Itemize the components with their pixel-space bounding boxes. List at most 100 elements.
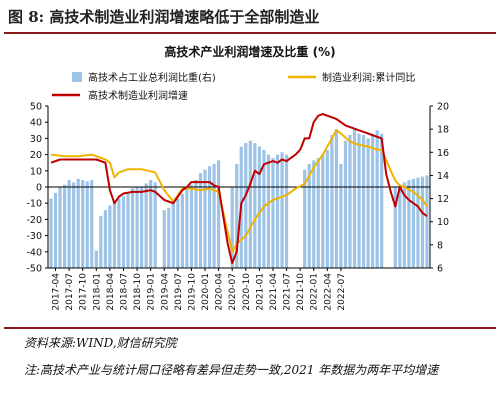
x-tick-label-2: 2017-10: [79, 273, 89, 311]
bar-50: [303, 169, 307, 268]
source-text: 资料来源:WIND,财信研究院: [24, 336, 177, 350]
title-rule: [4, 32, 496, 34]
chart-svg: 高技术产业利润增速及比重 (%) 高技术占工业总利润比重(右) 制造业利润:累计…: [26, 44, 449, 311]
bar-48: [280, 152, 284, 268]
x-tick-label-7: 2019-01: [147, 273, 157, 311]
left-tick-label-7: -20: [26, 215, 42, 226]
legend-swatch-bars: [72, 72, 82, 82]
bar-21: [144, 183, 148, 268]
bar-70: [402, 182, 406, 268]
bar-58: [339, 163, 343, 268]
bar-35: [212, 163, 216, 268]
x-tick-label-4: 2018-04: [106, 273, 116, 311]
bar-56: [330, 134, 334, 268]
left-tick-label-10: -50: [26, 264, 42, 275]
bar-40: [244, 143, 248, 268]
x-tick-label-5: 2018-07: [119, 273, 129, 311]
legend-label-hightech: 高技术制造业利润增速: [88, 89, 188, 102]
bar-68: [393, 187, 397, 268]
legend-label-manufacturing: 制造业利润:累计同比: [322, 71, 415, 84]
legend: 高技术占工业总利润比重(右) 制造业利润:累计同比 高技术制造业利润增速: [52, 71, 415, 102]
right-tick-label-1: 18: [437, 125, 449, 136]
chart-title: 高技术产业利润增速及比重 (%): [164, 44, 335, 59]
legend-label-bars: 高技术占工业总利润比重(右): [88, 71, 216, 84]
source-rule: [4, 327, 496, 329]
bar-63: [361, 134, 366, 268]
bar-24: [162, 210, 166, 268]
right-tick-label-0: 20: [437, 102, 449, 113]
bar-18: [130, 188, 135, 268]
chart-area: 高技术产业利润增速及比重 (%) 高技术占工业总利润比重(右) 制造业利润:累计…: [0, 36, 500, 328]
bar-17: [126, 192, 130, 268]
bar-2: [58, 187, 62, 268]
bar-8: [85, 181, 89, 268]
bar-1: [53, 192, 58, 268]
left-tick-label-9: -40: [26, 247, 42, 258]
left-tick-label-6: -10: [26, 199, 42, 210]
bar-49: [284, 154, 289, 268]
bar-13: [108, 205, 112, 268]
x-tick-label-3: 2018-01: [92, 273, 102, 311]
x-tick-label-0: 2017-04: [52, 273, 62, 311]
bar-16: [121, 196, 126, 268]
bar-11: [99, 215, 103, 268]
bar-72: [411, 178, 416, 268]
bar-51: [307, 163, 311, 268]
bar-73: [416, 177, 420, 268]
bar-4: [67, 180, 71, 268]
left-tick-label-0: 50: [30, 102, 42, 113]
x-tick-label-8: 2019-04: [160, 273, 170, 311]
left-tick-label-4: 10: [30, 166, 42, 177]
bar-52: [312, 160, 316, 268]
x-tick-label-19: 2022-01: [310, 273, 320, 311]
plot-area: 50 40 30 20 10 0 -10 -20 -30 -40 -50 20 18 16 14 12 10 8 6…: [26, 102, 449, 311]
bar-27: [176, 198, 180, 268]
bar-66: [375, 130, 379, 268]
bar-12: [103, 210, 107, 268]
bar-59: [343, 140, 348, 268]
bar-23: [153, 182, 157, 268]
right-tick-label-7: 6: [437, 264, 443, 275]
bar-71: [407, 180, 411, 268]
left-tick-label-2: 30: [30, 134, 42, 145]
x-tick-label-6: 2018-10: [133, 273, 143, 311]
bar-41: [248, 140, 252, 268]
bar-26: [171, 203, 175, 268]
bar-44: [262, 149, 266, 268]
bar-57: [334, 129, 338, 268]
right-tick-label-5: 10: [437, 217, 449, 228]
bar-29: [185, 189, 189, 268]
bar-65: [371, 133, 375, 268]
bar-10: [94, 250, 98, 268]
series-line-hightech: [50, 113, 428, 265]
bar-43: [257, 146, 261, 268]
left-tick-label-1: 40: [30, 118, 42, 129]
x-tick-label-21: 2022-07: [337, 273, 347, 311]
bar-25: [167, 207, 171, 268]
x-tick-label-12: 2020-04: [215, 273, 225, 311]
bar-45: [266, 154, 271, 268]
bar-3: [62, 184, 67, 268]
figure-title: 图 8: 高技术制造业利润增速略低于全部制造业: [8, 8, 320, 26]
left-tick-label-3: 20: [30, 150, 42, 161]
left-tick-label-5: 0: [36, 183, 42, 194]
bar-32: [198, 173, 203, 268]
bar-15: [117, 198, 121, 268]
x-tick-label-11: 2020-01: [201, 273, 211, 311]
right-tick-label-6: 8: [437, 240, 443, 251]
bar-67: [380, 133, 384, 268]
x-tick-label-1: 2017-07: [65, 273, 75, 311]
right-tick-label-2: 16: [437, 148, 449, 159]
note-text: 注:高技术产业与统计局口径略有差异但走势一致,2021 年数据为两年平均增速: [24, 363, 439, 377]
series-line-manufacturing: [50, 129, 428, 253]
bar-9: [90, 180, 94, 268]
bar-69: [398, 184, 402, 268]
x-tick-label-10: 2019-10: [187, 273, 197, 311]
x-tick-label-9: 2019-07: [174, 273, 184, 311]
bar-46: [271, 158, 275, 268]
x-tick-label-16: 2021-04: [269, 273, 279, 311]
bar-55: [325, 149, 329, 268]
bar-22: [149, 180, 153, 268]
right-tick-label-4: 12: [437, 194, 449, 205]
bar-20: [140, 187, 144, 268]
